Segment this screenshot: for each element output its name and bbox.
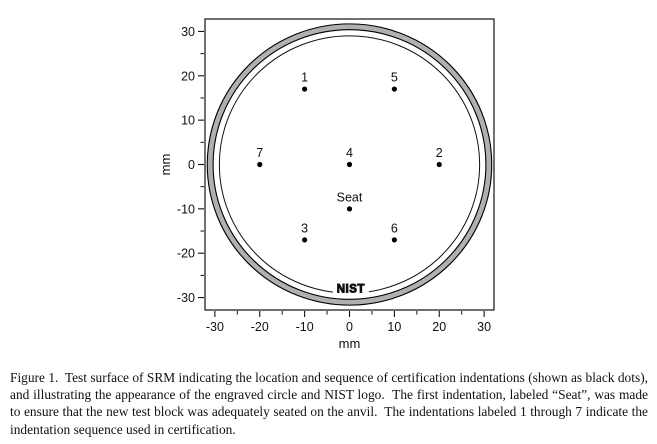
y-axis-tick-label: -30 — [177, 291, 195, 305]
indentation-label-3: 3 — [301, 221, 308, 235]
indentation-dot-4 — [346, 161, 353, 168]
indentation-label-5: 5 — [391, 71, 398, 85]
y-axis-tick-label: 0 — [188, 158, 195, 172]
block-edge-ring-inner — [212, 29, 487, 300]
x-axis-tick-label: 0 — [346, 320, 353, 334]
y-axis-tick-label: -20 — [177, 247, 195, 261]
indentation-label-seat: Seat — [337, 190, 363, 204]
x-axis-label: mm — [339, 336, 361, 351]
srm-test-surface-chart: NIST -30 -20 -10 0 10 20 30 -30 -20 -10 0 10 20 30 mm mm… — [158, 18, 495, 351]
indentation-label-2: 2 — [436, 146, 443, 160]
figure-caption: Figure 1. Test surface of SRM indicating… — [10, 370, 652, 437]
indentation-label-4: 4 — [346, 146, 353, 160]
figure-1: NIST -30 -20 -10 0 10 20 30 -30 -20 -10 0 10 20 30 mm mm… — [158, 18, 495, 351]
indentation-dot-7 — [257, 161, 263, 168]
block-edge-ring-fill — [207, 23, 492, 306]
indentation-dot-6 — [391, 237, 397, 243]
nist-logo-backing — [332, 283, 369, 295]
indentation-label-7: 7 — [256, 146, 263, 160]
x-axis-tick-label: 30 — [477, 320, 491, 334]
y-axis-label: mm — [158, 154, 173, 176]
x-axis-tick-label: -30 — [206, 320, 224, 334]
nist-logo: NIST — [337, 284, 365, 296]
indentation-dot-seat — [346, 206, 353, 212]
x-axis-tick-label: -20 — [251, 320, 269, 334]
indentation-dot-2 — [436, 161, 442, 168]
block-edge-ring-outer — [206, 23, 493, 306]
indentation-label-6: 6 — [391, 221, 398, 235]
indentation-dot-3 — [302, 237, 308, 243]
indentation-dot-5 — [391, 86, 397, 92]
x-axis-tick-label: 20 — [432, 320, 446, 334]
y-axis-tick-label: 10 — [181, 114, 195, 128]
y-axis-tick-label: -10 — [177, 202, 195, 216]
y-axis-tick-label: 20 — [181, 69, 195, 83]
x-axis-tick-label: -10 — [296, 320, 314, 334]
indentation-label-1: 1 — [301, 71, 308, 85]
y-axis-tick-label: 30 — [181, 25, 195, 39]
x-axis-tick-label: 10 — [387, 320, 401, 334]
indentation-dot-1 — [302, 86, 308, 92]
plot-frame — [204, 18, 495, 311]
